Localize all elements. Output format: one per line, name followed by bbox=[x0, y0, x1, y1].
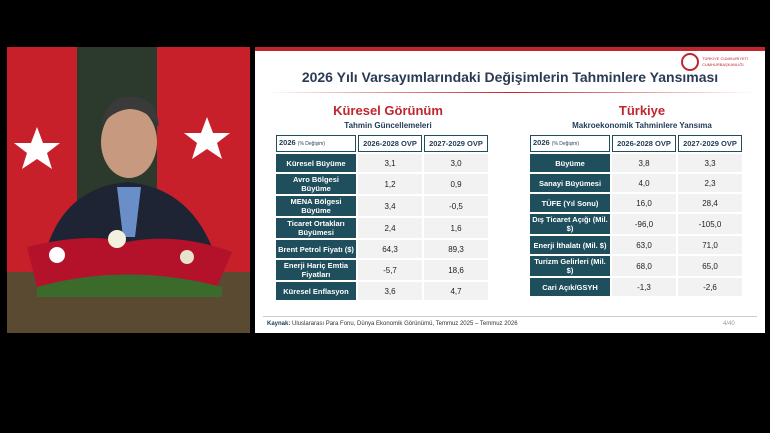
value-cell: 64,3 bbox=[358, 240, 422, 258]
value-cell: -1,3 bbox=[612, 278, 676, 296]
value-cell: -96,0 bbox=[612, 214, 676, 234]
row: Brent Petrol Fiyatı ($) 64,3 89,3 bbox=[276, 240, 488, 258]
row-label: Turizm Gelirleri (Mil. $) bbox=[530, 256, 610, 276]
logo: TÜRKİYE CUMHURİYETİ CUMHURBAŞKANLIĞI bbox=[681, 53, 748, 71]
logo-text: CUMHURBAŞKANLIĞI bbox=[702, 62, 744, 67]
value-cell: -2,6 bbox=[678, 278, 742, 296]
page-number: 4/40 bbox=[723, 321, 735, 327]
value-cell: -105,0 bbox=[678, 214, 742, 234]
row: Enerji İthalatı (Mil. $) 63,0 71,0 bbox=[530, 236, 742, 254]
value-cell: 65,0 bbox=[678, 256, 742, 276]
row: Cari Açık/GSYH -1,3 -2,6 bbox=[530, 278, 742, 296]
row: MENA Bölgesi Büyüme 3,4 -0,5 bbox=[276, 196, 488, 216]
heading: Küresel Görünüm bbox=[333, 103, 443, 118]
source: Kaynak: Uluslararası Para Fonu, Dünya Ek… bbox=[267, 321, 518, 327]
row: Enerji Hariç Emtia Fiyatları -5,7 18,6 bbox=[276, 260, 488, 280]
row-label: TÜFE (Yıl Sonu) bbox=[530, 194, 610, 212]
row: Ticaret Ortakları Büyümesi 2,4 1,6 bbox=[276, 218, 488, 238]
row-label: Cari Açık/GSYH bbox=[530, 278, 610, 296]
row-label: Küresel Enflasyon bbox=[276, 282, 356, 300]
value-cell: 18,6 bbox=[424, 260, 488, 280]
logo-text: TÜRKİYE CUMHURİYETİ bbox=[702, 56, 748, 61]
value-cell: 3,0 bbox=[424, 154, 488, 172]
row: Küresel Enflasyon 3,6 4,7 bbox=[276, 282, 488, 300]
value-cell: 3,4 bbox=[358, 196, 422, 216]
value-cell: 1,2 bbox=[358, 174, 422, 194]
value-cell: -5,7 bbox=[358, 260, 422, 280]
row-label: Küresel Büyüme bbox=[276, 154, 356, 172]
header-unit: (% Değişim) bbox=[551, 141, 580, 147]
source-label: Kaynak: bbox=[267, 321, 291, 327]
row-label: Ticaret Ortakları Büyümesi bbox=[276, 218, 356, 238]
value-cell: 4,0 bbox=[612, 174, 676, 192]
header-row: 2026 (% Değişim) 2026-2028 OVP 2027-2029 O… bbox=[276, 135, 488, 152]
value-cell: 16,0 bbox=[612, 194, 676, 212]
header-row: 2026 (% Değişim) 2026-2028 OVP 2027-2029 O… bbox=[530, 135, 742, 152]
value-cell: 68,0 bbox=[612, 256, 676, 276]
value-cell: 2,4 bbox=[358, 218, 422, 238]
value-cell: 1,6 bbox=[424, 218, 488, 238]
heading: Türkiye bbox=[618, 103, 666, 118]
header-cell: 2026 (% Değişim) bbox=[276, 135, 356, 152]
header-year: 2026 bbox=[279, 138, 296, 147]
row-label: Büyüme bbox=[530, 154, 610, 172]
row-label: Avro Bölgesi Büyüme bbox=[276, 174, 356, 194]
value-cell: 3,3 bbox=[678, 154, 742, 172]
value-cell: 89,3 bbox=[424, 240, 488, 258]
value-cell: -0,5 bbox=[424, 196, 488, 216]
row: Küresel Büyüme 3,1 3,0 bbox=[276, 154, 488, 172]
value-cell: 4,7 bbox=[424, 282, 488, 300]
value-cell: 3,6 bbox=[358, 282, 422, 300]
header-cell: 2026-2028 OVP bbox=[612, 135, 676, 152]
rule bbox=[265, 92, 755, 93]
subheading: Makroekonomik Tahminlere Yansıma bbox=[572, 121, 712, 130]
table: 2026 (% Değişim) 2026-2028 OVP 2027-2029 O… bbox=[528, 133, 744, 298]
value-cell: 71,0 bbox=[678, 236, 742, 254]
row-label: Enerji İthalatı (Mil. $) bbox=[530, 236, 610, 254]
subheading: Tahmin Güncellemeleri bbox=[344, 121, 432, 130]
title: 2026 Yılı Varsayımlarındaki Değişimlerin… bbox=[301, 69, 719, 85]
value-cell: 3,1 bbox=[358, 154, 422, 172]
rule bbox=[263, 316, 757, 317]
table: 2026 (% Değişim) 2026-2028 OVP 2027-2029 O… bbox=[274, 133, 490, 302]
row: Turizm Gelirleri (Mil. $) 68,0 65,0 bbox=[530, 256, 742, 276]
value-cell: 3,8 bbox=[612, 154, 676, 172]
header-cell: 2026-2028 OVP bbox=[358, 135, 422, 152]
header-cell: 2027-2029 OVP bbox=[424, 135, 488, 152]
header-year: 2026 bbox=[533, 138, 550, 147]
row: TÜFE (Yıl Sonu) 16,0 28,4 bbox=[530, 194, 742, 212]
row-label: Sanayi Büyümesi bbox=[530, 174, 610, 192]
header-unit: (% Değişim) bbox=[297, 141, 326, 147]
row-label: Dış Ticaret Açığı (Mil. $) bbox=[530, 214, 610, 234]
row: Sanayi Büyümesi 4,0 2,3 bbox=[530, 174, 742, 192]
row-label: MENA Bölgesi Büyüme bbox=[276, 196, 356, 216]
row: Büyüme 3,8 3,3 bbox=[530, 154, 742, 172]
row: Avro Bölgesi Büyüme 1,2 0,9 bbox=[276, 174, 488, 194]
value-cell: 63,0 bbox=[612, 236, 676, 254]
row-label: Brent Petrol Fiyatı ($) bbox=[276, 240, 356, 258]
header-cell: 2027-2029 OVP bbox=[678, 135, 742, 152]
row-label: Enerji Hariç Emtia Fiyatları bbox=[276, 260, 356, 280]
header-cell: 2026 (% Değişim) bbox=[530, 135, 610, 152]
slide: TÜRKİYE CUMHURİYETİ CUMHURBAŞKANLIĞI 202… bbox=[255, 47, 765, 333]
top-strip bbox=[255, 47, 765, 51]
source-text: Uluslararası Para Fonu, Dünya Ekonomik G… bbox=[292, 321, 518, 327]
video-frame bbox=[7, 47, 250, 333]
row: Dış Ticaret Açığı (Mil. $) -96,0 -105,0 bbox=[530, 214, 742, 234]
value-cell: 28,4 bbox=[678, 194, 742, 212]
value-cell: 0,9 bbox=[424, 174, 488, 194]
value-cell: 2,3 bbox=[678, 174, 742, 192]
